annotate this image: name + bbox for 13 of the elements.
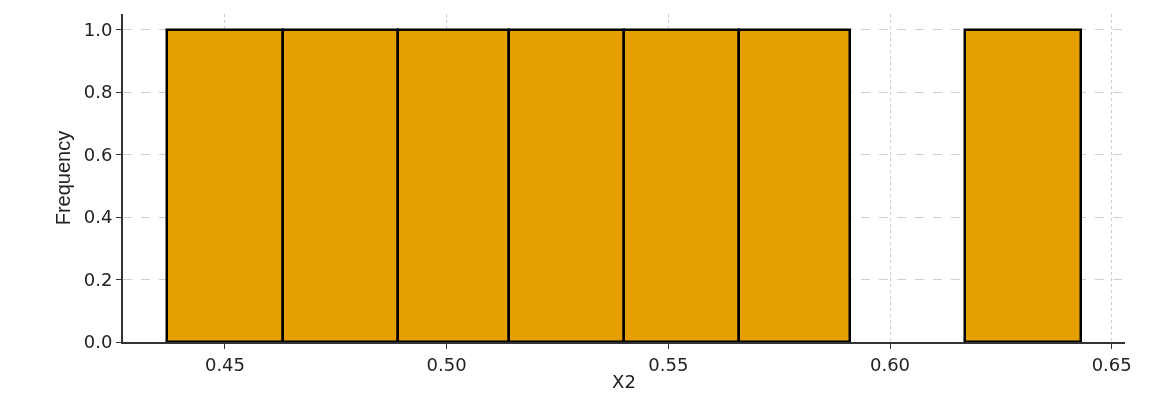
x-tick-label: 0.65 bbox=[1091, 353, 1132, 375]
y-axis-title: Frequency bbox=[51, 130, 74, 226]
x-axis-title: X2 bbox=[612, 371, 636, 393]
y-tick-label: 0.8 bbox=[83, 81, 113, 103]
y-tick-label: 0.6 bbox=[83, 143, 113, 165]
y-tick-label: 0.4 bbox=[83, 206, 113, 228]
x-tick-label: 0.50 bbox=[426, 353, 467, 375]
x-tick-label: 0.55 bbox=[648, 353, 689, 375]
y-tick-label: 1.0 bbox=[83, 18, 113, 40]
x-tick-label: 0.45 bbox=[204, 353, 246, 375]
y-tick-label: 0.0 bbox=[83, 331, 113, 353]
x-tick-label: 0.60 bbox=[869, 353, 911, 375]
y-tick-label: 0.2 bbox=[83, 268, 113, 290]
